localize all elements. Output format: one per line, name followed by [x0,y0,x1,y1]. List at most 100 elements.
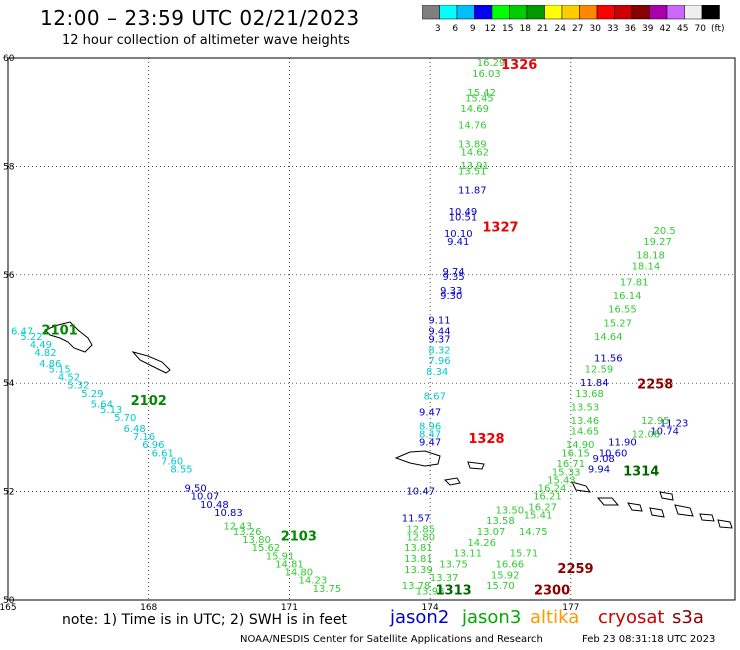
wave-height-value: 8.32 [428,345,450,356]
wave-height-value: 9.44 [428,326,450,337]
wave-height-value: 12.95 [641,416,670,427]
wave-height-value: 7.96 [428,356,450,367]
wave-height-value: 10.74 [650,427,679,438]
track-2101-2103: 6.475.224.494.824.865.154.525.325.295.64… [11,326,193,475]
wave-height-value: 11.90 [608,438,637,449]
legend-label: 42 [660,24,671,33]
wave-height-value: 15.42 [467,88,496,99]
legend-label: 39 [642,24,654,33]
lat-label: 58 [3,162,15,172]
island-outline [44,321,93,353]
wave-height-value: 16.55 [608,305,637,316]
wave-height-value: 9.41 [447,237,469,248]
wave-height-value: 14.23 [299,576,328,587]
wave-height-value: 10.07 [191,492,220,503]
map-frame [7,57,736,601]
wave-height-value: 14.64 [594,332,623,343]
wave-height-value: 15.41 [524,511,553,522]
wave-height-value: 13.91 [460,161,489,172]
lon-label: 168 [140,603,157,613]
wave-height-value: 16.29 [477,58,506,69]
wave-height-value: 9.30 [440,291,462,302]
pass-id-label: 2258 [637,378,673,393]
wave-height-value: 12.80 [406,532,435,543]
lat-label: 56 [3,271,15,281]
island-outline [443,477,461,486]
wave-height-value: 14.62 [460,148,489,159]
legend-label: 33 [607,24,618,33]
wave-height-value: 10.47 [406,486,435,497]
wave-height-value: 13.51 [458,167,487,178]
wave-height-value: 9.74 [442,267,464,278]
wave-height-value: 16.14 [613,291,642,302]
pass-id-label: 2300 [534,584,570,599]
satellite-label-altika: altika [530,607,580,628]
legend-label: (ft) [711,24,725,33]
pass-id-label: 1328 [468,432,504,447]
lon-label: 165 [0,603,17,613]
track-1313: 12.8512.8013.8113.8113.3913.7813.9813.37… [402,505,524,597]
wave-height-value: 16.27 [528,503,557,514]
wave-height-value: 13.98 [416,587,445,598]
lat-label: 52 [3,488,14,498]
legend-label: 70 [695,24,707,33]
wave-height-value: 7.60 [161,457,183,468]
wave-height-value: 6.61 [152,448,174,459]
wave-height-value: 17.81 [620,278,649,289]
satellite-label-cryosat: cryosat [598,607,665,628]
island-outline [571,481,592,493]
wave-height-value: 4.86 [39,359,61,370]
wave-height-value: 16.03 [472,69,501,80]
wave-height-value: 13.37 [430,573,459,584]
track-1328-b: 9.47 9.47 10.47 11.57 [402,408,442,525]
wave-height-value: 14.69 [460,104,489,115]
lon-label: 174 [422,603,439,613]
wave-height-value: 6.47 [11,326,33,337]
legend-label: 21 [537,24,548,33]
wave-height-value: 13.11 [453,549,482,560]
wave-height-value: 13.75 [439,559,468,570]
wave-height-value: 5.15 [48,364,70,375]
wave-height-value: 13.80 [242,535,271,546]
wave-height-value: 19.27 [643,237,672,248]
wave-height-value: 4.82 [34,348,56,359]
legend-label: 6 [452,24,458,33]
lon-label: 171 [281,603,298,613]
footer-note: note: 1) Time is in UTC; 2) SWH is in fe… [62,612,348,628]
legend-label: 30 [590,24,602,33]
wave-height-value: 15.91 [266,551,295,562]
wave-height-value: 8.55 [170,465,192,476]
wave-height-value: 15.71 [510,549,539,560]
lon-label: 177 [562,603,579,613]
satellite-label-jason3: jason3 [462,607,522,628]
pass-id-label: 1327 [482,220,518,235]
track-2258-c: 12.95 12.08 [632,416,670,441]
legend-label: 18 [520,24,532,33]
footer-credit: NOAA/NESDIS Center for Satellite Applica… [240,634,543,645]
wave-height-value: 12.08 [632,429,661,440]
island-outline [131,351,171,374]
satellite-label-s3a: s3a [672,607,704,628]
wave-height-value: 13.53 [571,402,600,413]
wave-height-value: 15.62 [252,543,281,554]
wave-height-value: 13.26 [233,527,262,538]
track-2103-c: 12.4313.2613.8015.6215.9114.8114.8014.23… [224,522,342,595]
wave-height-value: 16.71 [557,459,586,470]
wave-height-value: 5.70 [114,413,136,424]
wave-height-value: 9.50 [184,484,206,495]
satellite-label-jason2: jason2 [390,607,450,628]
island-outline [627,502,643,512]
wave-height-value: 5.22 [20,332,42,343]
island-outline [596,497,620,506]
lat-label: 50 [3,596,15,606]
wave-height-value: 12.85 [406,524,435,535]
wave-height-value: 14.65 [571,427,600,438]
wave-height-value: 14.81 [275,559,304,570]
wave-height-value: 15.33 [552,467,581,478]
